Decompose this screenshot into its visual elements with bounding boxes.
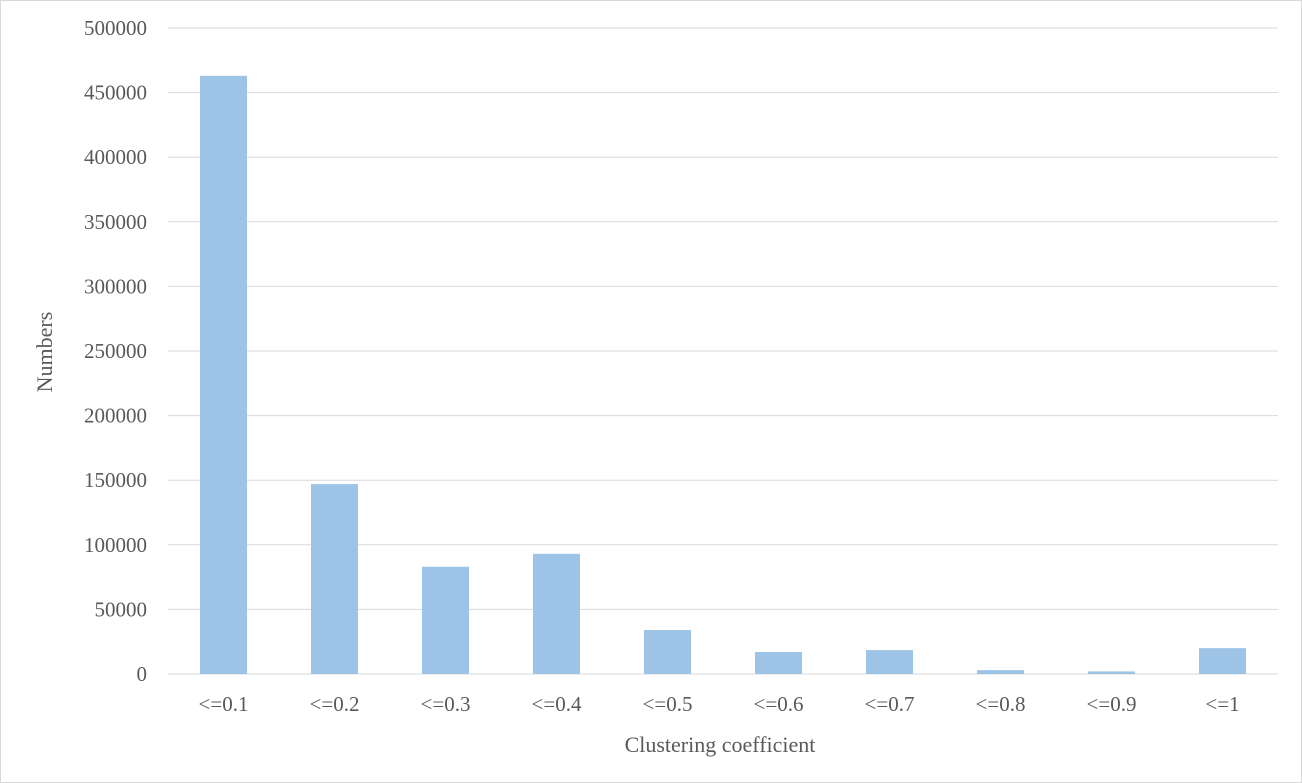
- x-tick-label: <=0.4: [532, 692, 582, 716]
- x-tick-label: <=0.7: [865, 692, 915, 716]
- x-tick-label: <=1: [1205, 692, 1239, 716]
- x-tick-label: <=0.3: [421, 692, 471, 716]
- y-tick-label: 100000: [84, 533, 147, 557]
- x-tick-label: <=0.8: [976, 692, 1026, 716]
- y-tick-label: 350000: [84, 210, 147, 234]
- bar-4: [533, 553, 580, 674]
- y-tick-label: 450000: [84, 81, 147, 105]
- x-tick-label: <=0.2: [310, 692, 360, 716]
- bar-2: [311, 484, 358, 674]
- bar-5: [644, 630, 691, 674]
- x-tick-label: <=0.6: [754, 692, 804, 716]
- y-axis-tick-labels: 0 50000 100000 150000 200000 250000 300000 3500…: [84, 16, 147, 686]
- x-tick-label: <=0.1: [199, 692, 249, 716]
- bar-7: [866, 650, 913, 674]
- y-tick-label: 0: [137, 662, 148, 686]
- y-tick-label: 50000: [95, 597, 148, 621]
- y-axis-title: Numbers: [32, 312, 57, 393]
- x-axis-title: Clustering coefficient: [625, 732, 816, 757]
- bars: [200, 75, 1246, 674]
- y-tick-label: 150000: [84, 468, 147, 492]
- bar-8: [977, 670, 1024, 674]
- bar-1: [200, 75, 247, 674]
- bar-3: [422, 566, 469, 674]
- y-tick-label: 250000: [84, 339, 147, 363]
- bar-9: [1088, 671, 1135, 674]
- x-tick-label: <=0.9: [1087, 692, 1137, 716]
- y-tick-label: 500000: [84, 16, 147, 40]
- bar-10: [1199, 648, 1246, 674]
- x-tick-label: <=0.5: [643, 692, 693, 716]
- y-tick-label: 400000: [84, 145, 147, 169]
- x-axis-tick-labels: <=0.1 <=0.2 <=0.3 <=0.4 <=0.5 <=0.6 <=0.7 <=0.8…: [199, 692, 1240, 716]
- y-tick-label: 300000: [84, 274, 147, 298]
- bar-6: [755, 652, 802, 674]
- y-tick-label: 200000: [84, 404, 147, 428]
